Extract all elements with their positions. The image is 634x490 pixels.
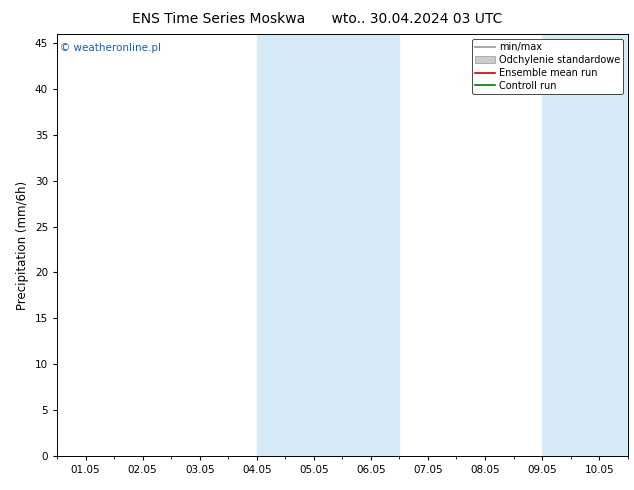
Text: ENS Time Series Moskwa      wto.. 30.04.2024 03 UTC: ENS Time Series Moskwa wto.. 30.04.2024 …	[132, 12, 502, 26]
Bar	[257, 34, 399, 456]
Text: © weatheronline.pl: © weatheronline.pl	[60, 43, 161, 53]
Legend: min/max, Odchylenie standardowe, Ensemble mean run, Controll run: min/max, Odchylenie standardowe, Ensembl…	[472, 39, 623, 94]
Y-axis label: Precipitation (mm/6h): Precipitation (mm/6h)	[16, 180, 29, 310]
Bar	[542, 34, 628, 456]
